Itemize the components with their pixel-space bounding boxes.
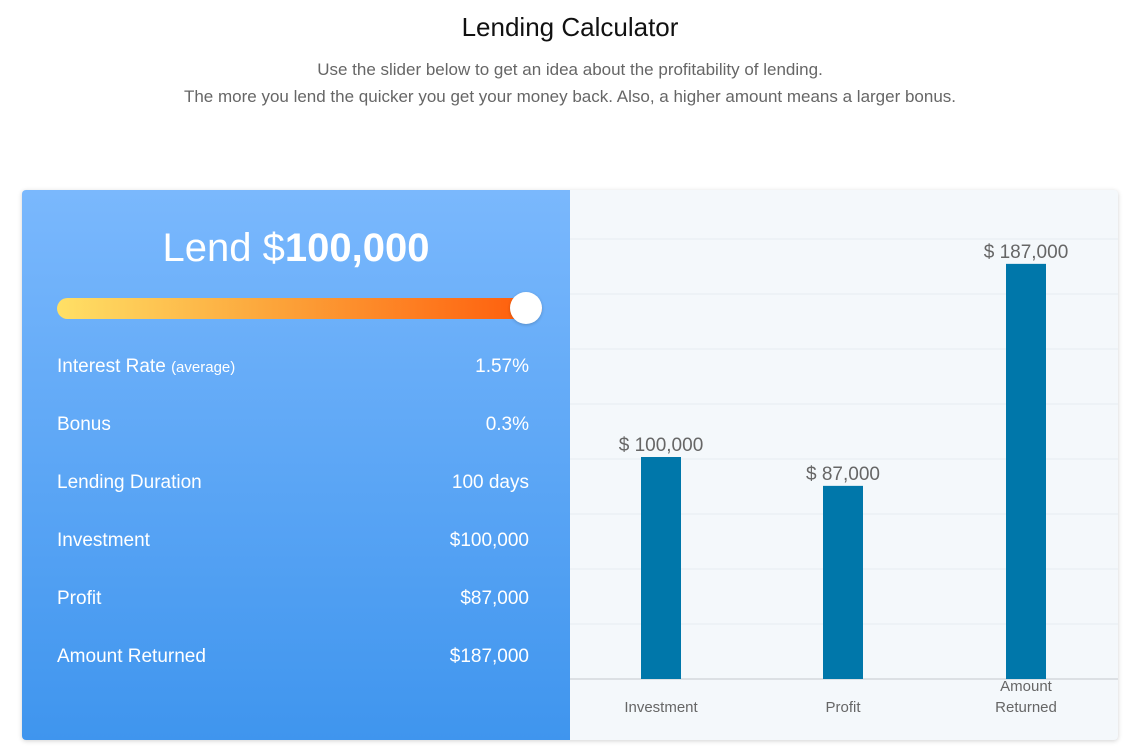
lend-amount-heading: Lend $100,000 xyxy=(22,226,570,271)
lend-amount-slider[interactable] xyxy=(57,298,542,319)
data-label-0: $ 100,000 xyxy=(619,435,704,456)
interest-rate-note: (average) xyxy=(171,359,236,376)
bonus-value: 0.3% xyxy=(485,414,529,435)
amount-returned-value: $187,000 xyxy=(449,646,529,667)
profit-label: Profit xyxy=(57,588,102,609)
calculator-card: Lend $100,000 Interest Rate (average) 1.… xyxy=(22,190,1118,740)
lend-prefix: Lend $ xyxy=(162,226,285,270)
data-label-1: $ 87,000 xyxy=(806,464,880,485)
stat-row-investment: Investment $100,000 xyxy=(57,530,529,560)
lending-duration-label: Lending Duration xyxy=(57,472,202,493)
bar-1 xyxy=(823,485,863,679)
stat-row-amount-returned: Amount Returned $187,000 xyxy=(57,646,529,676)
profit-value: $87,000 xyxy=(460,588,529,609)
category-label-2: Returned xyxy=(995,699,1057,716)
calculator-panel: Lend $100,000 Interest Rate (average) 1.… xyxy=(22,190,570,740)
interest-rate-value: 1.57% xyxy=(475,356,529,377)
subtitle-line-2: The more you lend the quicker you get yo… xyxy=(183,87,957,106)
amount-returned-label: Amount Returned xyxy=(57,646,206,667)
interest-rate-label: Interest Rate xyxy=(57,356,166,377)
chart-svg: $ 100,000 Investment $ 87,000 Profit $ 187,0… xyxy=(570,238,1118,716)
lending-duration-value: 100 days xyxy=(451,472,529,493)
subtitle-line-1: Use the slider below to get an idea abou… xyxy=(317,60,823,79)
investment-value: $100,000 xyxy=(449,530,529,551)
bonus-label: Bonus xyxy=(57,414,111,435)
returns-bar-chart: $ 100,000 Investment $ 87,000 Profit $ 187,0… xyxy=(570,190,1118,740)
stat-row-bonus: Bonus 0.3% xyxy=(57,414,529,444)
data-label-2: $ 187,000 xyxy=(984,242,1069,263)
lend-amount: 100,000 xyxy=(284,226,430,270)
category-label-1: Profit xyxy=(825,699,861,716)
slider-handle[interactable] xyxy=(510,292,542,324)
stat-row-lending-duration: Lending Duration 100 days xyxy=(57,472,529,502)
page-title: Lending Calculator xyxy=(461,12,679,42)
investment-label: Investment xyxy=(57,530,150,551)
stat-row-profit: Profit $87,000 xyxy=(57,588,529,618)
stat-row-interest-rate: Interest Rate (average) 1.57% xyxy=(57,356,529,386)
category-label-0: Investment xyxy=(624,699,698,716)
bar-2 xyxy=(1006,263,1046,679)
category-label-2: Amount xyxy=(1000,678,1053,695)
bar-0 xyxy=(641,457,681,679)
